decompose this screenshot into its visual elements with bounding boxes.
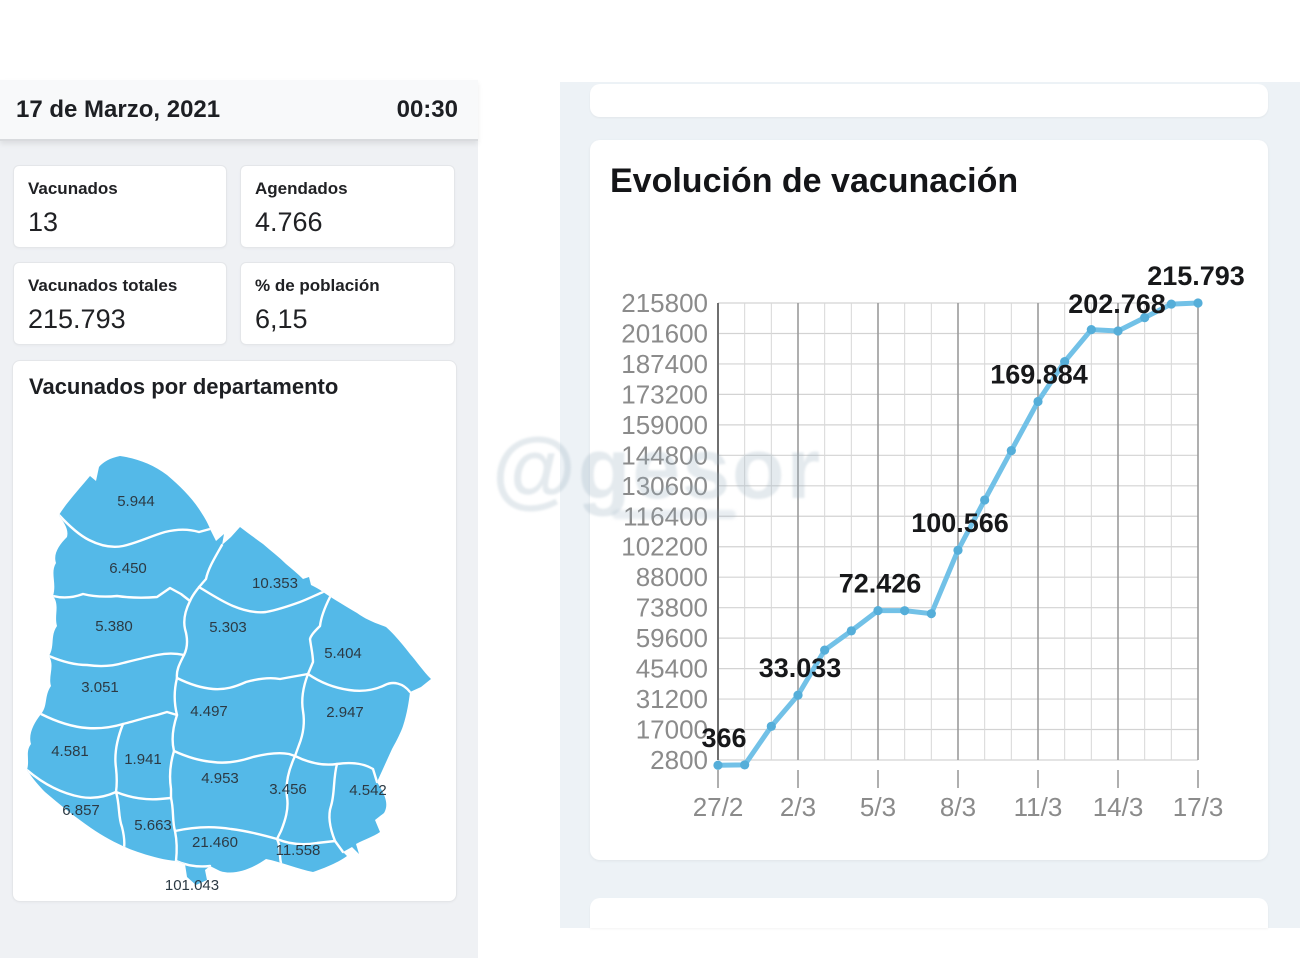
stat-card-porcentaje-poblacion: % de población 6,15: [240, 262, 455, 345]
stat-value: 6,15: [255, 304, 308, 334]
data-point-marker: [713, 760, 723, 770]
map-card-title: Vacunados por departamento: [29, 374, 339, 399]
map-value-label: 6.450: [109, 560, 147, 577]
data-point-marker: [900, 606, 910, 616]
data-point-label: 215.793: [1147, 261, 1245, 291]
y-axis-tick-label: 59600: [636, 623, 708, 653]
y-axis-tick-label: 2800: [650, 745, 708, 775]
data-point-marker: [1193, 298, 1203, 308]
y-axis-tick-label: 31200: [636, 684, 708, 714]
data-point-label: 169.884: [990, 360, 1088, 390]
y-axis-tick-label: 88000: [636, 562, 708, 592]
stat-card-vacunados: Vacunados 13: [13, 165, 227, 248]
department-borders: [27, 513, 412, 868]
map-value-label: 4.542: [349, 782, 387, 799]
chart-title: Evolución de vacunación: [610, 162, 1019, 200]
data-point-label: 366: [701, 723, 746, 753]
date-header: 17 de Marzo, 2021 00:30: [0, 80, 478, 141]
stat-value: 13: [28, 207, 59, 237]
y-axis-tick-label: 187400: [621, 349, 708, 379]
data-point-marker: [1140, 312, 1150, 323]
x-axis-tick-label: 14/3: [1093, 792, 1144, 822]
header-date: 17 de Marzo, 2021: [16, 95, 221, 123]
data-point-label: 202.768: [1068, 289, 1166, 319]
map-value-label: 101.043: [165, 877, 219, 894]
x-axis-tick-label: 11/3: [1014, 792, 1063, 822]
map-value-label: 5.380: [95, 618, 133, 635]
data-point-marker: [820, 645, 830, 655]
map-value-label: 21.460: [192, 834, 238, 851]
previous-card-edge: [590, 84, 1268, 117]
data-point-marker: [926, 609, 936, 619]
data-point-marker: [1166, 299, 1176, 309]
data-point-marker: [953, 545, 963, 555]
map-value-label: 11.558: [276, 842, 321, 859]
map-value-labels: 5.944 6.450 10.353 5.380 5.303 5.404 3.051 4.49…: [51, 493, 387, 894]
map-value-label: 5.303: [209, 619, 247, 636]
data-point-label: 33.033: [759, 653, 842, 683]
map-value-label: 5.944: [117, 493, 155, 510]
data-point-marker: [1060, 356, 1070, 367]
vaccination-evolution-chart: 27/2 2/3 5/3 8/3 11/3 14/3 17/3 215800201600187…: [621, 261, 1245, 822]
data-point-marker: [1086, 325, 1096, 335]
data-point-marker: [766, 721, 776, 731]
stat-card-agendados: Agendados 4.766: [240, 165, 455, 248]
evolution-chart-card: Evolución de vacunación 27/2 2/3 5/3 8/3 11/…: [590, 140, 1268, 860]
stat-value: 4.766: [255, 207, 323, 237]
data-point-marker: [846, 626, 856, 636]
map-value-label: 3.051: [81, 679, 119, 696]
map-value-label: 5.404: [324, 645, 362, 662]
map-value-label: 1.941: [124, 751, 162, 768]
data-point-label: 100.566: [911, 508, 1009, 538]
y-axis-tick-label: 173200: [621, 379, 708, 409]
map-value-label: 5.663: [134, 817, 172, 834]
y-axis-tick-label: 102200: [621, 532, 708, 562]
x-axis-tick-label: 17/3: [1173, 792, 1224, 822]
y-axis-tick-label: 144800: [621, 440, 708, 470]
stat-value: 215.793: [28, 304, 126, 334]
stat-label: Vacunados totales: [28, 276, 178, 295]
data-point-label: 72.426: [839, 569, 922, 599]
map-value-label: 10.353: [252, 575, 298, 592]
uruguay-outline: [27, 456, 431, 885]
stat-label: Vacunados: [28, 179, 118, 198]
data-point-marker: [1006, 446, 1016, 456]
x-axis-tick-label: 8/3: [940, 792, 976, 822]
stat-label: % de población: [255, 276, 380, 295]
x-axis-tick-label: 27/2: [693, 792, 744, 822]
y-axis-tick-label: 116400: [623, 501, 708, 531]
data-point-marker: [1033, 396, 1043, 407]
y-axis-tick-label: 215800: [621, 288, 708, 318]
y-axis-tick-label: 130600: [621, 471, 708, 501]
map-value-label: 2.947: [326, 704, 364, 721]
next-card-edge: [590, 898, 1268, 928]
y-axis-tick-label: 73800: [636, 593, 708, 623]
stat-card-vacunados-totales: Vacunados totales 215.793: [13, 262, 227, 345]
map-value-label: 4.581: [51, 743, 89, 760]
y-axis-tick-label: 17000: [636, 715, 708, 745]
stat-label: Agendados: [255, 179, 348, 198]
x-axis-tick-label: 5/3: [860, 792, 896, 822]
y-axis-tick-label: 159000: [621, 410, 708, 440]
data-point-marker: [873, 606, 883, 616]
data-point-marker: [793, 690, 803, 700]
y-axis-tick-label: 45400: [636, 654, 708, 684]
x-axis-tick-label: 2/3: [780, 792, 816, 822]
map-card: Vacunados por departamento: [12, 360, 457, 902]
chart-grid: [717, 302, 1199, 788]
uruguay-departments-map: 5.944 6.450 10.353 5.380 5.303 5.404 3.051 4.49…: [27, 456, 431, 894]
map-value-label: 6.857: [62, 802, 100, 819]
map-value-label: 3.456: [269, 781, 307, 798]
data-point-marker: [1113, 326, 1123, 336]
map-value-label: 4.497: [190, 703, 228, 720]
data-point-marker: [980, 495, 990, 505]
data-point-marker: [740, 760, 750, 770]
map-value-label: 4.953: [201, 770, 239, 787]
y-axis-tick-label: 201600: [621, 318, 708, 348]
header-time: 00:30: [396, 95, 458, 123]
